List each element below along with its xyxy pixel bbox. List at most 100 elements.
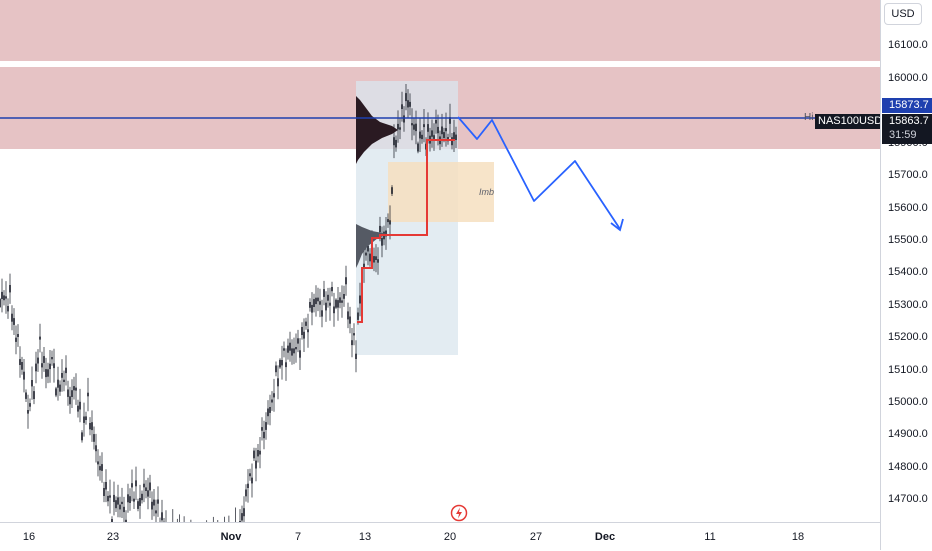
candle-body xyxy=(313,299,315,307)
candle-body xyxy=(89,423,91,429)
candle-body xyxy=(265,422,267,430)
candle-body xyxy=(433,135,435,139)
candle-body xyxy=(63,380,65,382)
candle-body xyxy=(373,256,375,262)
candle-body xyxy=(309,302,311,308)
candle-body xyxy=(93,434,95,442)
candle-body xyxy=(3,295,5,300)
candle-body xyxy=(49,364,51,369)
candle-body xyxy=(85,416,87,420)
bar-countdown: 31:59 xyxy=(889,128,932,142)
price-tick: 15200.0 xyxy=(888,331,928,343)
candle-body xyxy=(437,127,439,133)
candle-body xyxy=(19,359,21,365)
candle-body xyxy=(391,187,393,194)
candle-body xyxy=(319,301,321,305)
price-tick: 15500.0 xyxy=(888,234,928,246)
candle-body xyxy=(45,369,47,377)
currency-button[interactable]: USD xyxy=(884,3,922,25)
candle-body xyxy=(37,358,39,364)
candle-body xyxy=(275,366,277,373)
candle-body xyxy=(83,417,85,423)
candle-body xyxy=(151,502,153,510)
candle-body xyxy=(145,487,147,491)
candle-body xyxy=(25,393,27,399)
tradingview-logo-icon[interactable] xyxy=(450,504,468,522)
candle-body xyxy=(287,346,289,353)
price-tick: 15300.0 xyxy=(888,299,928,311)
price-tick: 15700.0 xyxy=(888,169,928,181)
candle-body xyxy=(331,287,333,291)
candle-body xyxy=(431,130,433,136)
candle-body xyxy=(297,338,299,343)
candle-body xyxy=(147,490,149,496)
candle-body xyxy=(247,484,249,488)
candle-body xyxy=(79,402,81,410)
candle-body xyxy=(117,497,119,504)
candle-body xyxy=(269,407,271,413)
candle-body xyxy=(65,368,67,373)
price-tick: 14700.0 xyxy=(888,493,928,505)
candle-body xyxy=(55,388,57,395)
candle-body xyxy=(321,310,323,316)
candle-body xyxy=(113,495,115,502)
time-tick: 18 xyxy=(792,531,804,543)
candle-body xyxy=(87,393,89,397)
candle-body xyxy=(155,510,157,513)
candle-body xyxy=(339,297,341,302)
candle-body xyxy=(317,298,319,302)
candle-body xyxy=(161,512,163,520)
resistance-zone-upper[interactable] xyxy=(0,0,880,61)
candle-body xyxy=(29,403,31,407)
candle-body xyxy=(289,343,291,351)
candle-body xyxy=(455,135,457,140)
candle-body xyxy=(295,347,297,349)
candle-body xyxy=(357,313,359,320)
candle-body xyxy=(335,300,337,308)
time-tick: 23 xyxy=(107,531,119,543)
candle-body xyxy=(353,333,355,335)
level-price-badge: 15873.7 xyxy=(882,98,932,113)
candle-body xyxy=(443,132,445,138)
current-price-value: 15863.7 xyxy=(889,115,929,127)
candle-body xyxy=(279,360,281,368)
candle-body xyxy=(453,132,455,140)
current-price-badge: 15863.7 31:59 xyxy=(882,114,932,144)
time-axis[interactable] xyxy=(0,522,880,551)
candle-body xyxy=(325,303,327,311)
candle-body xyxy=(451,137,453,145)
candle-body xyxy=(261,427,263,431)
candle-body xyxy=(33,391,35,399)
candle-body xyxy=(413,124,415,129)
candle-body xyxy=(27,410,29,414)
candle-body xyxy=(153,500,155,506)
price-chart[interactable] xyxy=(0,0,880,522)
time-tick: 27 xyxy=(530,531,542,543)
candle-body xyxy=(315,298,317,304)
candle-body xyxy=(421,135,423,139)
price-tick: 15100.0 xyxy=(888,364,928,376)
candle-body xyxy=(301,327,303,335)
candle-body xyxy=(293,348,295,353)
candle-body xyxy=(329,303,331,306)
candle-body xyxy=(35,364,37,372)
candle-body xyxy=(415,124,417,131)
candle-body xyxy=(31,380,33,386)
candle-body xyxy=(105,482,107,490)
candle-body xyxy=(283,348,285,350)
candle-body xyxy=(399,127,401,129)
candle-body xyxy=(129,496,131,503)
level-line-label: Hi xyxy=(804,112,813,123)
candle-body xyxy=(347,311,349,319)
candle-body xyxy=(23,372,25,380)
candle-body xyxy=(157,500,159,504)
candle-body xyxy=(91,422,93,430)
candle-body xyxy=(267,409,269,417)
candle-body xyxy=(249,473,251,476)
candle-body xyxy=(327,295,329,301)
chart-area[interactable]: Hi NAS100USD Imb xyxy=(0,0,880,522)
candle-body xyxy=(127,494,129,502)
candle-body xyxy=(345,277,347,284)
candle-body xyxy=(67,390,69,397)
candle-body xyxy=(47,369,49,376)
